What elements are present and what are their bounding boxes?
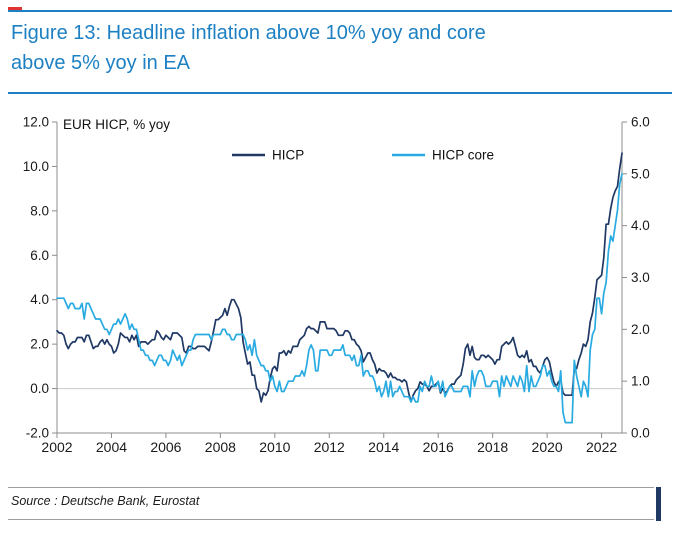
source-top-rule [8,487,654,488]
right-axis-label: 5.0 [631,166,650,181]
red-corner-mark [8,7,22,12]
hicp-chart-svg: 12.0 10.0 8.0 6.0 4.0 2.0 0.0 -2.0 6.0 5.0 4.0 3.0 2… [23,115,650,456]
figure-title-line1: Figure 13: Headline inflation above 10% … [11,22,486,44]
inflation-line-chart: 12.0 10.0 8.0 6.0 4.0 2.0 0.0 -2.0 6.0 5.0 4.0 3.0 2… [0,98,681,470]
chart-axis-title: EUR HICP, % yoy [63,117,170,132]
left-axis-label: 4.0 [30,292,49,307]
source-bottom-rule [8,519,654,520]
right-axis-label: 2.0 [631,322,650,337]
title-underline-rule [8,92,672,94]
x-axis-label: 2022 [586,439,617,455]
x-axis-label: 2012 [314,439,345,455]
figure-title: Figure 13: Headline inflation above 10% … [11,18,486,78]
left-axis-label: 2.0 [30,337,49,352]
left-axis-label: -2.0 [26,426,49,441]
x-axis-label: 2018 [477,439,508,455]
x-axis-label: 2004 [96,439,127,455]
figure-title-line2: above 5% yoy in EA [11,52,190,74]
source-note: Source : Deutsche Bank, Eurostat [11,494,200,508]
x-axis-label: 2016 [423,439,454,455]
left-axis-label: 0.0 [30,381,49,396]
right-axis-label: 6.0 [631,115,650,130]
x-axis-label: 2014 [368,439,399,455]
left-axis-label: 6.0 [30,248,49,263]
left-axis-label: 10.0 [23,159,49,174]
right-axis-label: 3.0 [631,270,650,285]
hicp-line [56,152,623,403]
hicp-core-line [56,172,623,424]
x-axis-label: 2006 [150,439,181,455]
right-axis-label: 0.0 [631,426,650,441]
top-rule [8,10,672,12]
legend-label-hicp-core: HICP core [432,148,494,163]
left-axis-label: 12.0 [23,115,49,130]
left-axis-label: 8.0 [30,203,49,218]
x-axis-label: 2008 [205,439,236,455]
x-axis-label: 2002 [41,439,72,455]
bottom-right-navy-bar [656,487,661,521]
x-axis-label: 2010 [259,439,290,455]
x-axis-label: 2020 [532,439,563,455]
legend-label-hicp: HICP [272,148,304,163]
right-axis-label: 1.0 [631,374,650,389]
right-axis-label: 4.0 [631,218,650,233]
